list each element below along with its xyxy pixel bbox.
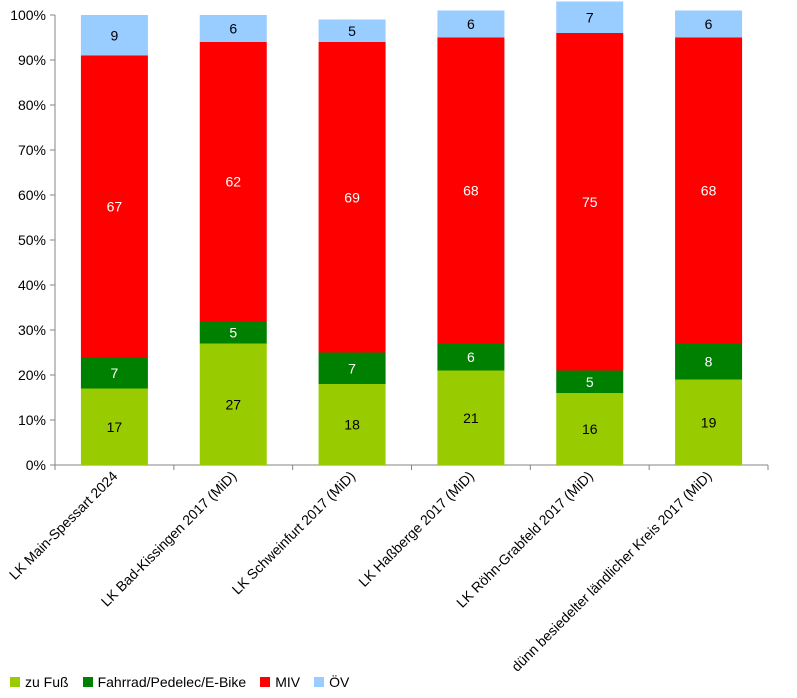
y-tick-label: 70% xyxy=(18,142,46,158)
chart-axes: 0% 10% 20% 30% 40% 50% 60% 70% 80% 90% 100% xyxy=(10,7,769,473)
legend-label: zu Fuß xyxy=(25,674,69,690)
bar-segment xyxy=(556,393,624,465)
legend-swatch xyxy=(260,677,271,687)
data-label: 21 xyxy=(463,410,479,426)
bar-segment xyxy=(199,15,267,42)
bar-segment xyxy=(437,343,505,371)
category-label: LK Haßberge 2017 (MiD) xyxy=(355,468,477,590)
bar-segment xyxy=(437,370,505,465)
bar-segment xyxy=(437,10,505,38)
y-tick-label: 60% xyxy=(18,187,46,203)
data-label: 7 xyxy=(586,9,594,25)
legend-label: MIV xyxy=(275,674,301,690)
bar-segment xyxy=(318,384,386,465)
data-label: 5 xyxy=(348,23,356,39)
chart-legend: zu Fuß Fahrrad/Pedelec/E-Bike MIV ÖV xyxy=(10,672,363,692)
bar-segment xyxy=(199,42,267,321)
y-tick-label: 20% xyxy=(18,367,46,383)
y-tick-label: 90% xyxy=(18,52,46,68)
data-label: 75 xyxy=(582,194,598,210)
chart-bars xyxy=(80,1,743,465)
data-label: 7 xyxy=(348,360,356,376)
bar-segment xyxy=(318,42,386,353)
bar-segment xyxy=(437,37,505,344)
data-label: 18 xyxy=(344,417,360,433)
legend-item: zu Fuß xyxy=(10,674,69,690)
legend-label: ÖV xyxy=(329,674,350,690)
bar-segment xyxy=(675,343,743,380)
bar-segment xyxy=(556,370,624,393)
y-tick-label: 100% xyxy=(10,7,46,23)
bar-segment xyxy=(318,352,386,384)
bar-segment xyxy=(80,55,148,357)
y-tick-label: 30% xyxy=(18,322,46,338)
legend-swatch xyxy=(314,677,325,687)
data-label: 27 xyxy=(225,396,241,412)
category-label: LK Bad-Kissingen 2017 (MiD) xyxy=(98,468,240,610)
bar-segment xyxy=(556,33,624,371)
data-label: 68 xyxy=(701,183,717,199)
category-label: LK Schweinfurt 2017 (MiD) xyxy=(229,468,359,598)
data-label: 8 xyxy=(705,354,713,370)
bar-segment xyxy=(199,343,267,465)
category-label: LK Main-Spessart 2024 xyxy=(6,468,121,583)
y-tick-label: 40% xyxy=(18,277,46,293)
bar-segment xyxy=(80,15,148,56)
data-label: 19 xyxy=(701,414,717,430)
data-label: 6 xyxy=(467,16,475,32)
y-tick-label: 50% xyxy=(18,232,46,248)
data-label: 9 xyxy=(111,27,119,43)
data-label: 6 xyxy=(705,16,713,32)
legend-swatch xyxy=(10,677,20,687)
bar-segment xyxy=(675,10,743,38)
data-label: 6 xyxy=(229,21,237,37)
legend-swatch xyxy=(82,677,93,687)
bar-segment xyxy=(80,388,148,465)
data-label: 62 xyxy=(225,174,241,190)
category-label: dünn besiedelter ländlicher Kreis 2017 (… xyxy=(508,468,715,675)
data-label: 68 xyxy=(463,183,479,199)
legend-label: Fahrrad/Pedelec/E-Bike xyxy=(97,674,247,690)
data-label: 5 xyxy=(586,374,594,390)
data-label: 67 xyxy=(107,198,123,214)
data-label: 6 xyxy=(467,349,475,365)
bar-segment xyxy=(556,1,624,33)
legend-item: Fahrrad/Pedelec/E-Bike xyxy=(82,674,247,690)
bar-segment xyxy=(675,37,743,344)
y-tick-label: 80% xyxy=(18,97,46,113)
data-label: 5 xyxy=(229,324,237,340)
y-tick-label: 0% xyxy=(26,457,46,473)
bar-segment xyxy=(318,19,386,42)
bar-segment xyxy=(199,321,267,344)
legend-item: ÖV xyxy=(314,674,349,690)
legend-item: MIV xyxy=(260,674,300,690)
data-label: 7 xyxy=(111,365,119,381)
data-label: 17 xyxy=(107,419,123,435)
chart-data-labels: 17 7 67 9 27 5 62 6 18 7 69 5 21 6 68 6 16 5 75 7 19 8 68 6 xyxy=(107,9,717,437)
category-label: LK Röhn-Grabfeld 2017 (MiD) xyxy=(453,468,596,611)
data-label: 16 xyxy=(582,421,598,437)
data-label: 69 xyxy=(344,189,360,205)
bar-segment xyxy=(80,357,148,389)
y-tick-label: 10% xyxy=(18,412,46,428)
bar-segment xyxy=(675,379,743,465)
